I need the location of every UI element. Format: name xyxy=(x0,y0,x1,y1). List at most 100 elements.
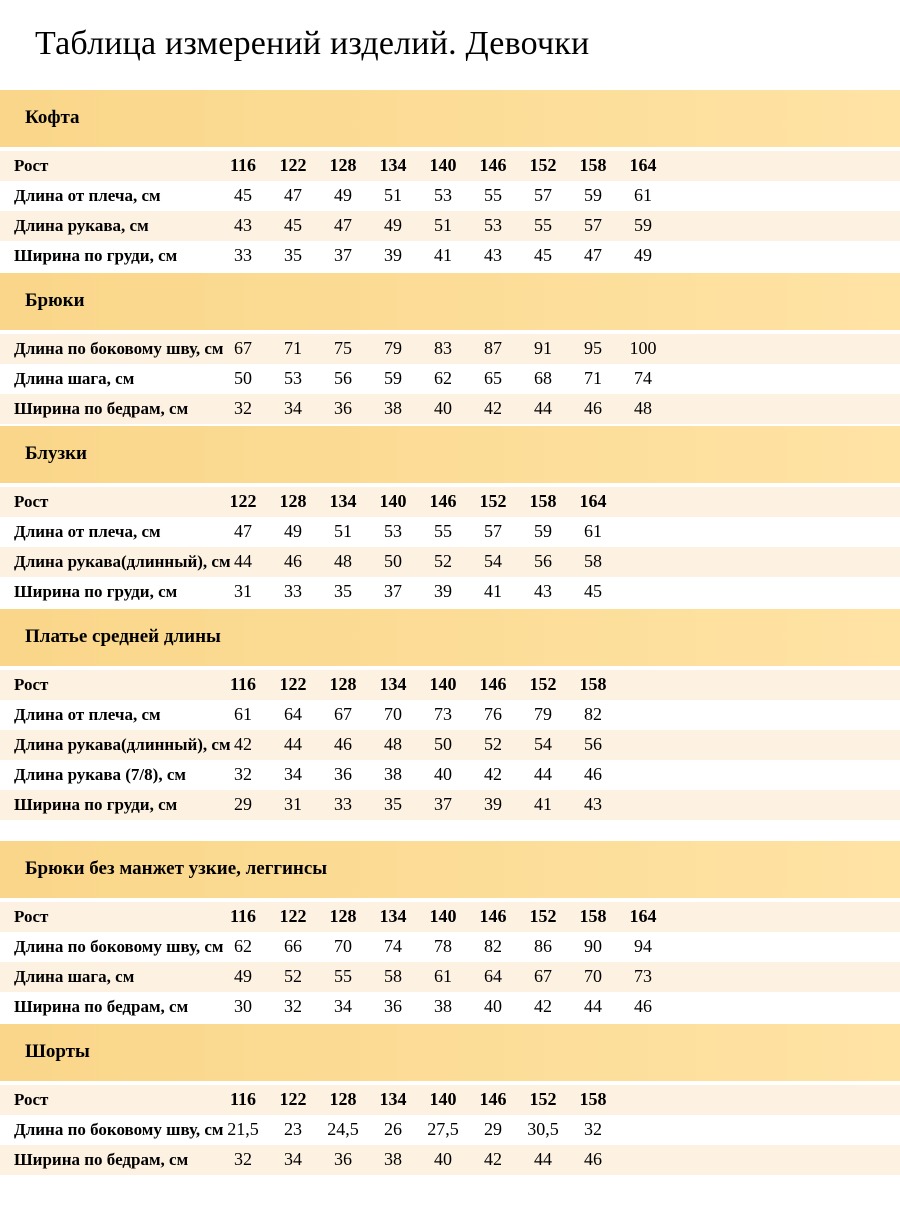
value-cell: 45 xyxy=(234,185,252,206)
value-cell: 42 xyxy=(534,996,552,1017)
value-cell: 61 xyxy=(634,185,652,206)
value-cell: 71 xyxy=(584,368,602,389)
value-cell: 45 xyxy=(584,581,602,602)
value-cell: 43 xyxy=(534,581,552,602)
value-cell: 42 xyxy=(484,398,502,419)
value-cell: 52 xyxy=(434,551,452,572)
value-cell: 67 xyxy=(234,338,252,359)
filler-cell xyxy=(668,334,900,364)
value-cell: 158 xyxy=(579,674,607,695)
row-label: Длина рукава (7/8), см xyxy=(14,764,186,784)
value-cell: 38 xyxy=(384,1149,402,1170)
value-cell: 32 xyxy=(234,764,252,785)
measurement-table: Рост 116 122 128 134 140 146 152 158 164 Длина о… xyxy=(0,150,900,271)
measurement-table: Длина по боковому шву, см 67 71 75 79 83 87 91… xyxy=(0,333,900,424)
value-cell xyxy=(618,700,668,730)
value-cell xyxy=(618,547,668,577)
value-cell: 38 xyxy=(384,764,402,785)
value-cell: 46 xyxy=(584,764,602,785)
value-cell: 40 xyxy=(434,1149,452,1170)
table-body: Рост 116 122 128 134 140 146 152 158 164 Длина п… xyxy=(0,901,900,1022)
value-cell: 33 xyxy=(284,581,302,602)
value-cell: 58 xyxy=(384,966,402,987)
value-cell: 122 xyxy=(279,674,307,695)
row-label: Ширина по бедрам, см xyxy=(14,1149,189,1169)
value-cell: 30,5 xyxy=(527,1119,559,1140)
value-cell: 62 xyxy=(434,368,452,389)
value-cell: 29 xyxy=(484,1119,502,1140)
value-cell: 87 xyxy=(484,338,502,359)
value-cell: 152 xyxy=(479,491,507,512)
page-title: Таблица измерений изделий. Девочки xyxy=(35,25,590,62)
value-cell: 122 xyxy=(229,491,257,512)
table-row: Ширина по бедрам, см 30 32 34 36 38 40 42 44 46 xyxy=(0,991,900,1022)
row-label: Длина шага, см xyxy=(14,966,135,986)
value-cell: 140 xyxy=(429,906,457,927)
value-cell: 42 xyxy=(484,1149,502,1170)
value-cell: 53 xyxy=(434,185,452,206)
value-cell: 86 xyxy=(534,936,552,957)
table-row: Ширина по груди, см 29 31 33 35 37 39 41 43 xyxy=(0,789,900,820)
value-cell: 128 xyxy=(329,674,357,695)
filler-cell xyxy=(668,730,900,760)
filler-cell xyxy=(668,241,900,271)
value-cell: 33 xyxy=(334,794,352,815)
value-cell: 45 xyxy=(534,245,552,266)
section-title: Платье средней длины xyxy=(25,626,221,648)
table-row: Длина по боковому шву, см 62 66 70 74 78 82 86… xyxy=(0,931,900,962)
value-cell: 47 xyxy=(334,215,352,236)
row-label: Ширина по груди, см xyxy=(14,245,178,265)
value-cell: 40 xyxy=(434,398,452,419)
section-title: Брюки xyxy=(25,290,85,312)
page: Таблица измерений изделий. Девочки Кофта… xyxy=(0,24,900,1175)
measurement-section: Брюки без манжет узкие, леггинсы Рост 11… xyxy=(0,840,900,1022)
filler-cell xyxy=(668,902,900,932)
value-cell: 122 xyxy=(279,906,307,927)
value-cell: 146 xyxy=(429,491,457,512)
filler-cell xyxy=(668,932,900,962)
section-title: Шорты xyxy=(25,1041,90,1063)
value-cell: 33 xyxy=(234,245,252,266)
value-cell: 122 xyxy=(279,1089,307,1110)
filler-cell xyxy=(668,1115,900,1145)
table-body: Рост 116 122 128 134 140 146 152 158 Длина по б… xyxy=(0,1084,900,1175)
value-cell: 64 xyxy=(484,966,502,987)
filler-cell xyxy=(668,517,900,547)
filler-cell xyxy=(668,790,900,820)
value-cell: 61 xyxy=(584,521,602,542)
value-cell: 95 xyxy=(584,338,602,359)
measurement-table: Рост 116 122 128 134 140 146 152 158 164 Длина п… xyxy=(0,901,900,1022)
row-label: Длина от плеча, см xyxy=(14,521,161,541)
value-cell: 146 xyxy=(479,1089,507,1110)
table-row: Рост 116 122 128 134 140 146 152 158 164 xyxy=(0,150,900,181)
value-cell: 116 xyxy=(229,674,256,695)
section-header: Брюки без манжет узкие, леггинсы xyxy=(0,840,900,898)
value-cell: 24,5 xyxy=(327,1119,359,1140)
value-cell: 59 xyxy=(584,185,602,206)
value-cell: 59 xyxy=(384,368,402,389)
value-cell: 59 xyxy=(534,521,552,542)
value-cell: 44 xyxy=(534,398,552,419)
value-cell: 39 xyxy=(384,245,402,266)
value-cell: 47 xyxy=(584,245,602,266)
value-cell: 61 xyxy=(434,966,452,987)
value-cell: 74 xyxy=(384,936,402,957)
filler-cell xyxy=(668,1085,900,1115)
measurement-section: Платье средней длины Рост 116 122 128 134 14… xyxy=(0,608,900,820)
filler-cell xyxy=(668,577,900,607)
value-cell: 71 xyxy=(284,338,302,359)
value-cell: 67 xyxy=(534,966,552,987)
value-cell: 158 xyxy=(579,1089,607,1110)
value-cell: 128 xyxy=(329,1089,357,1110)
value-cell: 49 xyxy=(334,185,352,206)
row-label: Длина по боковому шву, см xyxy=(14,936,224,956)
row-label: Рост xyxy=(14,906,49,926)
table-row: Длина рукава(длинный), см 44 46 48 50 52 54 56… xyxy=(0,546,900,577)
value-cell: 45 xyxy=(284,215,302,236)
value-cell: 29 xyxy=(234,794,252,815)
value-cell: 23 xyxy=(284,1119,302,1140)
value-cell: 27,5 xyxy=(427,1119,459,1140)
value-cell: 50 xyxy=(434,734,452,755)
filler-cell xyxy=(668,1145,900,1175)
value-cell: 79 xyxy=(534,704,552,725)
